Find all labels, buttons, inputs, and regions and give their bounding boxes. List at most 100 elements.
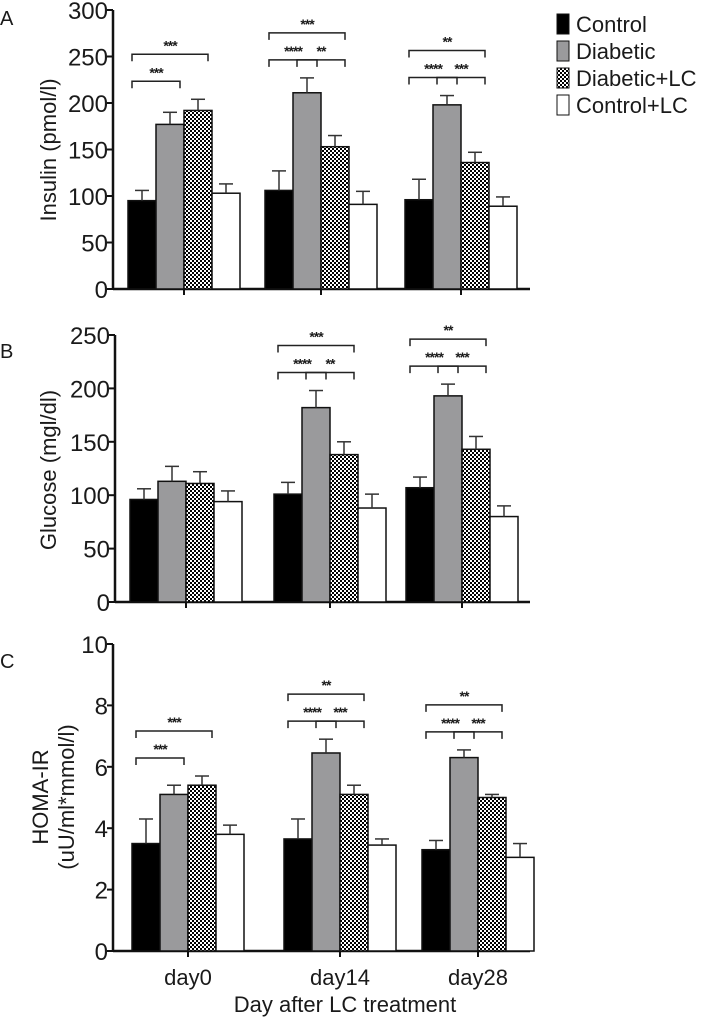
- bar-diabetic-plus-lc-day0: [187, 784, 217, 952]
- significance-stars: **: [317, 43, 327, 59]
- panel-letter: B: [0, 341, 13, 363]
- panel-C: C 0 2 4 6 8 10 HOMA-IR (uU/ml*mmol/l) day0 day14 da…: [0, 632, 535, 990]
- significance-bracket: [436, 76, 486, 85]
- significance-bracket: [305, 371, 355, 380]
- significance-bracket: [135, 730, 213, 739]
- significance-stars: ***: [454, 61, 469, 77]
- y-axis-label-units: (uU/ml*mmol/l): [54, 724, 79, 869]
- bar-diabetic-day28: [449, 756, 479, 952]
- bar-control-plus-lc-day14: [348, 203, 378, 290]
- significance-bracket: [296, 59, 346, 67]
- significance-bracket: [425, 704, 503, 712]
- bar-diabetic-day14: [301, 406, 331, 603]
- bar-control-plus-lc-day0: [213, 500, 243, 603]
- bar-diabetic-day0: [159, 793, 189, 952]
- significance-stars: ****: [441, 715, 460, 731]
- significance-bracket: [315, 720, 365, 729]
- y-tick-label: 4: [95, 816, 108, 843]
- significance-stars: ***: [149, 64, 164, 80]
- legend-item: Control: [556, 12, 647, 37]
- significance-stars: **: [326, 356, 336, 372]
- significance-bracket: [425, 731, 475, 739]
- y-tick-label: 100: [68, 184, 108, 211]
- y-tick-label: 8: [95, 693, 108, 720]
- legend-label: Diabetic: [576, 39, 655, 64]
- y-tick-label: 300: [68, 0, 108, 25]
- x-tick-label: day28: [448, 965, 508, 990]
- bar-control-day14: [283, 838, 313, 952]
- significance-stars: ***: [333, 704, 348, 720]
- significance-stars: ****: [293, 356, 312, 372]
- bar-control-day28: [421, 848, 451, 952]
- bar-diabetic-plus-lc-day28: [460, 161, 490, 290]
- bar-control-plus-lc-day0: [215, 833, 245, 952]
- y-tick-label: 0: [95, 939, 108, 966]
- bar-control-plus-lc-day14: [357, 507, 387, 603]
- bar-diabetic-day0: [157, 480, 187, 603]
- significance-stars: ***: [471, 715, 486, 731]
- legend-label: Diabetic+LC: [576, 66, 697, 91]
- significance-stars: ****: [424, 61, 443, 77]
- y-tick-label: 6: [95, 755, 108, 782]
- legend-swatch: [556, 67, 570, 89]
- significance-bracket: [277, 344, 355, 353]
- bar-diabetic-plus-lc-day14: [339, 793, 369, 952]
- legend-item: Diabetic+LC: [556, 66, 697, 91]
- significance-stars: ***: [163, 37, 178, 53]
- legend-swatch: [556, 94, 570, 116]
- significance-stars: ***: [455, 349, 470, 365]
- y-axis-label: HOMA-IR: [28, 749, 53, 844]
- significance-stars: **: [460, 688, 470, 704]
- bar-diabetic-day14: [311, 752, 341, 952]
- legend-label: Control: [576, 12, 647, 37]
- bar-control-day28: [405, 486, 435, 603]
- x-axis-title: Day after LC treatment: [234, 992, 457, 1017]
- legend-item: Control+LC: [556, 93, 688, 118]
- bar-diabetic-plus-lc-day14: [329, 453, 359, 603]
- legend-item: Diabetic: [556, 39, 655, 64]
- bar-diabetic-plus-lc-day0: [183, 109, 213, 290]
- significance-stars: ***: [167, 714, 182, 730]
- y-tick-label: 100: [70, 483, 110, 510]
- bar-control-day0: [131, 842, 161, 952]
- bar-control-plus-lc-day14: [367, 844, 397, 952]
- significance-bracket: [268, 59, 318, 67]
- significance-bracket: [268, 32, 346, 40]
- y-axis-label: Insulin (pmol/l): [36, 78, 61, 221]
- significance-stars: ****: [303, 704, 322, 720]
- panel-letter: A: [0, 8, 14, 30]
- legend-swatch: [556, 40, 570, 62]
- bar-control-day0: [129, 498, 159, 603]
- y-tick-label: 0: [97, 590, 110, 617]
- significance-bracket: [287, 693, 365, 702]
- significance-bracket: [409, 338, 487, 347]
- y-tick-label: 250: [70, 323, 110, 350]
- significance-stars: ***: [153, 741, 168, 757]
- x-tick-label: day14: [310, 965, 370, 990]
- bar-diabetic-day28: [433, 395, 463, 603]
- significance-bracket: [453, 731, 503, 739]
- bar-diabetic-plus-lc-day28: [461, 448, 491, 603]
- significance-bracket: [437, 365, 487, 374]
- bar-diabetic-plus-lc-day0: [185, 482, 215, 603]
- x-tick-label: day0: [164, 965, 212, 990]
- y-tick-label: 150: [68, 138, 108, 165]
- significance-bracket: [135, 757, 185, 766]
- significance-stars: **: [444, 322, 454, 338]
- significance-bracket: [408, 49, 486, 58]
- y-tick-label: 50: [81, 231, 108, 258]
- y-tick-label: 2: [95, 878, 108, 905]
- y-tick-label: 10: [81, 632, 108, 659]
- significance-stars: **: [443, 34, 453, 50]
- y-tick-label: 0: [95, 277, 108, 304]
- bar-control-day14: [264, 189, 294, 290]
- y-axis-label: Glucose (mgl/dl): [36, 390, 61, 550]
- significance-stars: ***: [309, 329, 324, 345]
- y-tick-label: 200: [70, 376, 110, 403]
- bar-diabetic-day28: [432, 104, 462, 290]
- bar-diabetic-plus-lc-day28: [477, 796, 507, 952]
- bar-control-plus-lc-day28: [488, 205, 518, 290]
